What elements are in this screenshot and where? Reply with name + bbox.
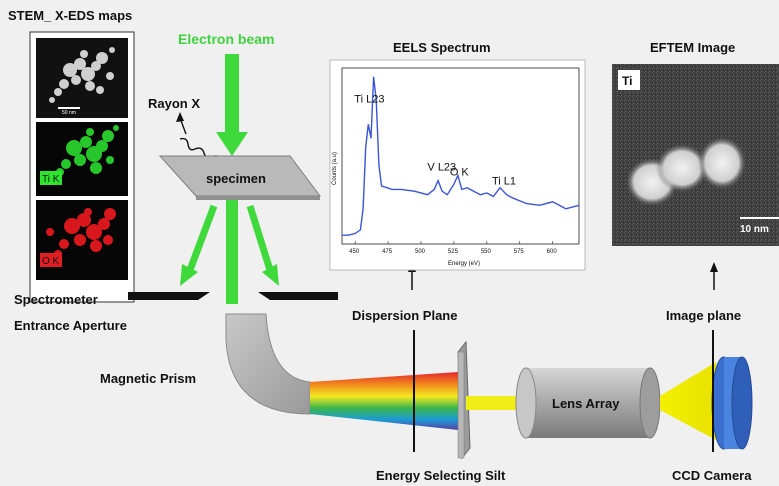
image-plane-label: Image plane <box>666 308 741 323</box>
eels-xtick-label: 500 <box>415 249 426 255</box>
eels-peak-annotation: O K <box>450 166 470 178</box>
energy-slit-label: Energy Selecting Silt <box>376 468 506 483</box>
lens-array <box>515 367 661 439</box>
electron-beam-label: Electron beam <box>178 31 274 47</box>
entrance-aperture-label: Entrance Aperture <box>14 318 127 333</box>
magnetic-prism <box>225 313 311 415</box>
o-k-label: O K <box>42 256 60 267</box>
eels-xtick-label: 600 <box>547 249 558 255</box>
specimen-label: specimen <box>206 171 266 186</box>
eftem-element-label: Ti <box>622 74 632 88</box>
rayon-x-label: Rayon X <box>148 96 200 111</box>
eels-series-line <box>342 76 580 236</box>
spectrometer-label: Spectrometer <box>14 292 98 307</box>
electron-beam <box>216 54 248 156</box>
haadf-scale-label: 50 nm <box>62 110 76 116</box>
eels-xtick-label: 575 <box>514 249 525 255</box>
eels-peak-annotation: Ti L1 <box>492 176 516 188</box>
haadf-map-image: 50 nm <box>36 38 128 118</box>
magnetic-prism-label: Magnetic Prism <box>100 371 196 386</box>
eels-xtick-label: 525 <box>448 249 459 255</box>
scattered-beams <box>180 200 279 304</box>
xeds-map-panel: 50 nm Ti K O K <box>29 31 135 303</box>
lens-array-label: Lens Array <box>552 396 620 411</box>
eftem-title: EFTEM Image <box>650 40 735 55</box>
entrance-aperture <box>128 292 338 300</box>
energy-selecting-slit <box>457 340 471 460</box>
x-ray-wave <box>176 112 223 161</box>
focused-beam <box>660 362 716 440</box>
eels-xtick-label: 475 <box>382 249 393 255</box>
eels-chart: Counts (a.u) Energy (eV) 450 475 500 525 550… <box>329 59 586 271</box>
ccd-camera <box>711 356 753 450</box>
eels-title: EELS Spectrum <box>393 40 491 55</box>
o-k-map-image: O K <box>36 200 128 280</box>
eels-xtick-label: 450 <box>349 249 360 255</box>
eels-xtick-label: 550 <box>481 249 492 255</box>
eels-xlabel: Energy (eV) <box>448 261 480 267</box>
eels-peak-annotation: Ti L23 <box>354 93 384 105</box>
ccd-camera-label: CCD Camera <box>672 468 752 483</box>
eels-ylabel: Counts (a.u) <box>332 152 338 185</box>
dispersed-spectrum <box>310 372 458 430</box>
stem-title: STEM_ X-EDS maps <box>8 8 132 23</box>
eftem-image: Ti 10 nm <box>612 64 779 246</box>
eftem-scale-label: 10 nm <box>740 224 769 235</box>
eels-peak-annotation: V L23 <box>427 162 456 174</box>
selected-beam <box>466 396 526 410</box>
ti-k-map-image: Ti K <box>36 122 128 196</box>
image-plane-arrow <box>710 262 718 290</box>
dispersion-plane-label: Dispersion Plane <box>352 308 457 323</box>
ti-k-label: Ti K <box>42 174 60 185</box>
specimen-plate <box>158 155 321 200</box>
